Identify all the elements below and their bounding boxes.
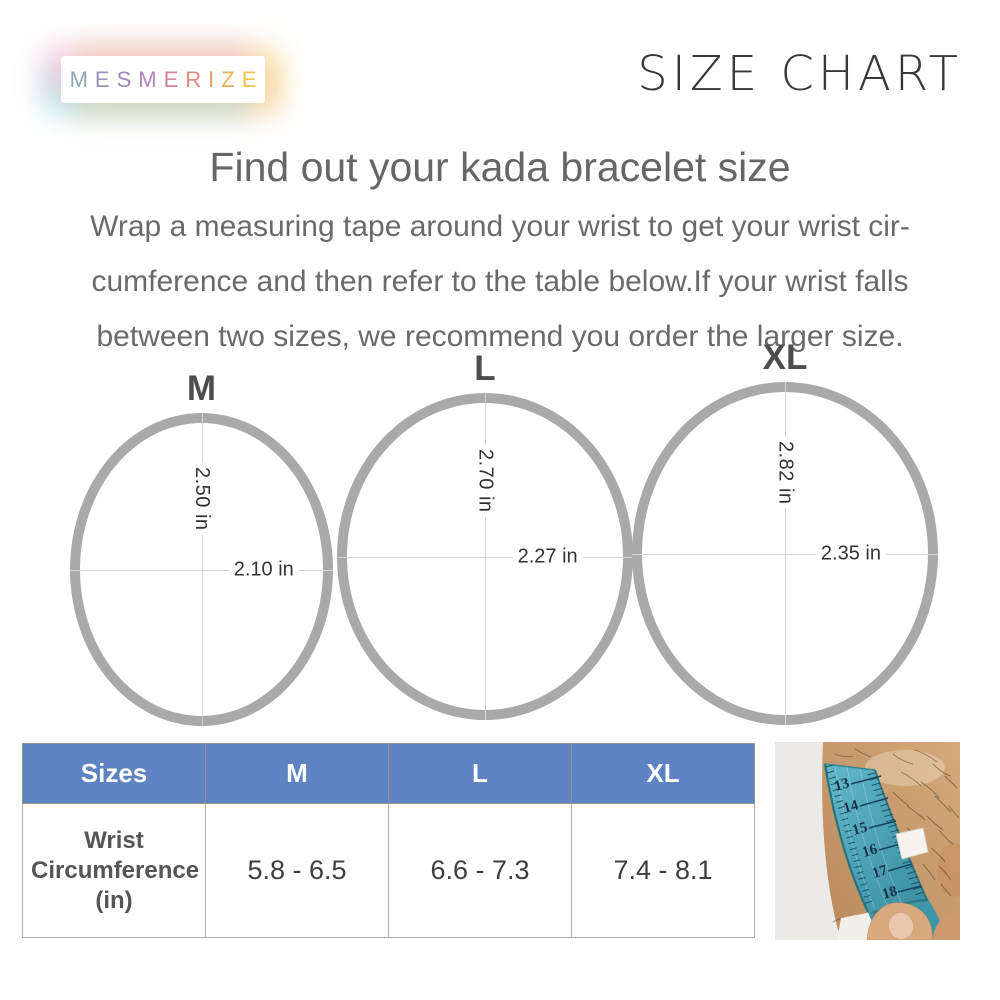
brand-letter: S (116, 66, 139, 92)
horizontal-axis-line (632, 553, 938, 555)
tape-texture (834, 766, 902, 910)
index-finger (932, 912, 960, 940)
description-paragraph: Wrap a measuring tape around your wrist … (45, 199, 955, 364)
page-title: SIZE CHART (637, 46, 962, 102)
tape-number-15: 15 (850, 819, 869, 839)
horizontal-diameter-label: 2.10 in (228, 558, 299, 581)
horizontal-diameter-label: 2.35 in (815, 542, 886, 565)
brand-letter: R (185, 66, 209, 92)
wrist-measuring-photo: 13 14 15 16 17 18 (775, 742, 960, 940)
tape-left-edge (823, 763, 869, 913)
arm-hair (832, 748, 960, 931)
brand-letter: E (94, 66, 117, 92)
section-heading: Find out your kada bracelet size (209, 144, 791, 190)
skin-highlight (865, 750, 945, 786)
brand-letter: E (241, 66, 264, 92)
vertical-diameter-label: 2.70 in (473, 445, 497, 517)
size-table: Sizes M L XL Wrist Circumference (in) 5.… (22, 743, 755, 938)
bracelet-size-label: M (186, 369, 217, 408)
size-table-data-row: Wrist Circumference (in) 5.8 - 6.5 6.6 -… (22, 803, 755, 938)
brand-letter: I (208, 66, 222, 92)
value-m: 5.8 - 6.5 (205, 803, 389, 938)
size-table-header-row: Sizes M L XL (22, 743, 755, 804)
brand-letter: M (138, 66, 164, 92)
tape-tag (895, 827, 929, 860)
size-table-header-sizes: Sizes (22, 743, 206, 804)
bracelet-size-label: XL (762, 338, 808, 377)
horizontal-axis-line (70, 569, 333, 571)
description-line: Wrap a measuring tape around your wrist … (90, 210, 910, 243)
size-table-header-xl: XL (571, 743, 755, 804)
measuring-tape (825, 764, 927, 912)
horizontal-axis-line (337, 556, 633, 558)
wrist-photo-illustration: 13 14 15 16 17 18 (775, 742, 960, 940)
value-xl: 7.4 - 8.1 (571, 803, 755, 938)
bracelet-diagram-xl: XL 2.82 in 2.35 in (632, 338, 938, 725)
description-line: between two sizes, we recommend you orde… (96, 320, 904, 353)
row-label-wrist-circumference: Wrist Circumference (in) (22, 803, 206, 938)
tape-number-18: 18 (880, 883, 899, 903)
tape-major-lines (850, 775, 922, 893)
value-l: 6.6 - 7.3 (388, 803, 572, 938)
vertical-diameter-label: 2.82 in (773, 436, 797, 509)
bracelet-diagram-l: L 2.70 in 2.27 in (337, 349, 633, 720)
bracelet-diagram-m: M 2.50 in 2.10 in (70, 369, 333, 726)
horizontal-diameter-label: 2.27 in (512, 545, 583, 568)
tape-number-16: 16 (860, 841, 879, 861)
brand-letter: E (163, 66, 186, 92)
tape-number-13: 13 (832, 775, 851, 795)
size-table-header-m: M (205, 743, 389, 804)
tape-number-17: 17 (870, 862, 889, 882)
bracelet-size-label: L (474, 349, 496, 388)
brand-letter: Z (221, 66, 242, 92)
size-table-header-l: L (388, 743, 572, 804)
brand-letter: M (69, 66, 95, 92)
vertical-diameter-label: 2.50 in (190, 463, 213, 535)
tape-number-14: 14 (841, 797, 860, 817)
thumbnail (888, 912, 914, 940)
tape-top-edge (824, 763, 876, 771)
tape-minor-ticks-left (825, 764, 873, 904)
tape-right-edge (874, 769, 928, 901)
finger-knuckle (937, 843, 960, 897)
description-line: cumference and then refer to the table b… (91, 265, 909, 298)
